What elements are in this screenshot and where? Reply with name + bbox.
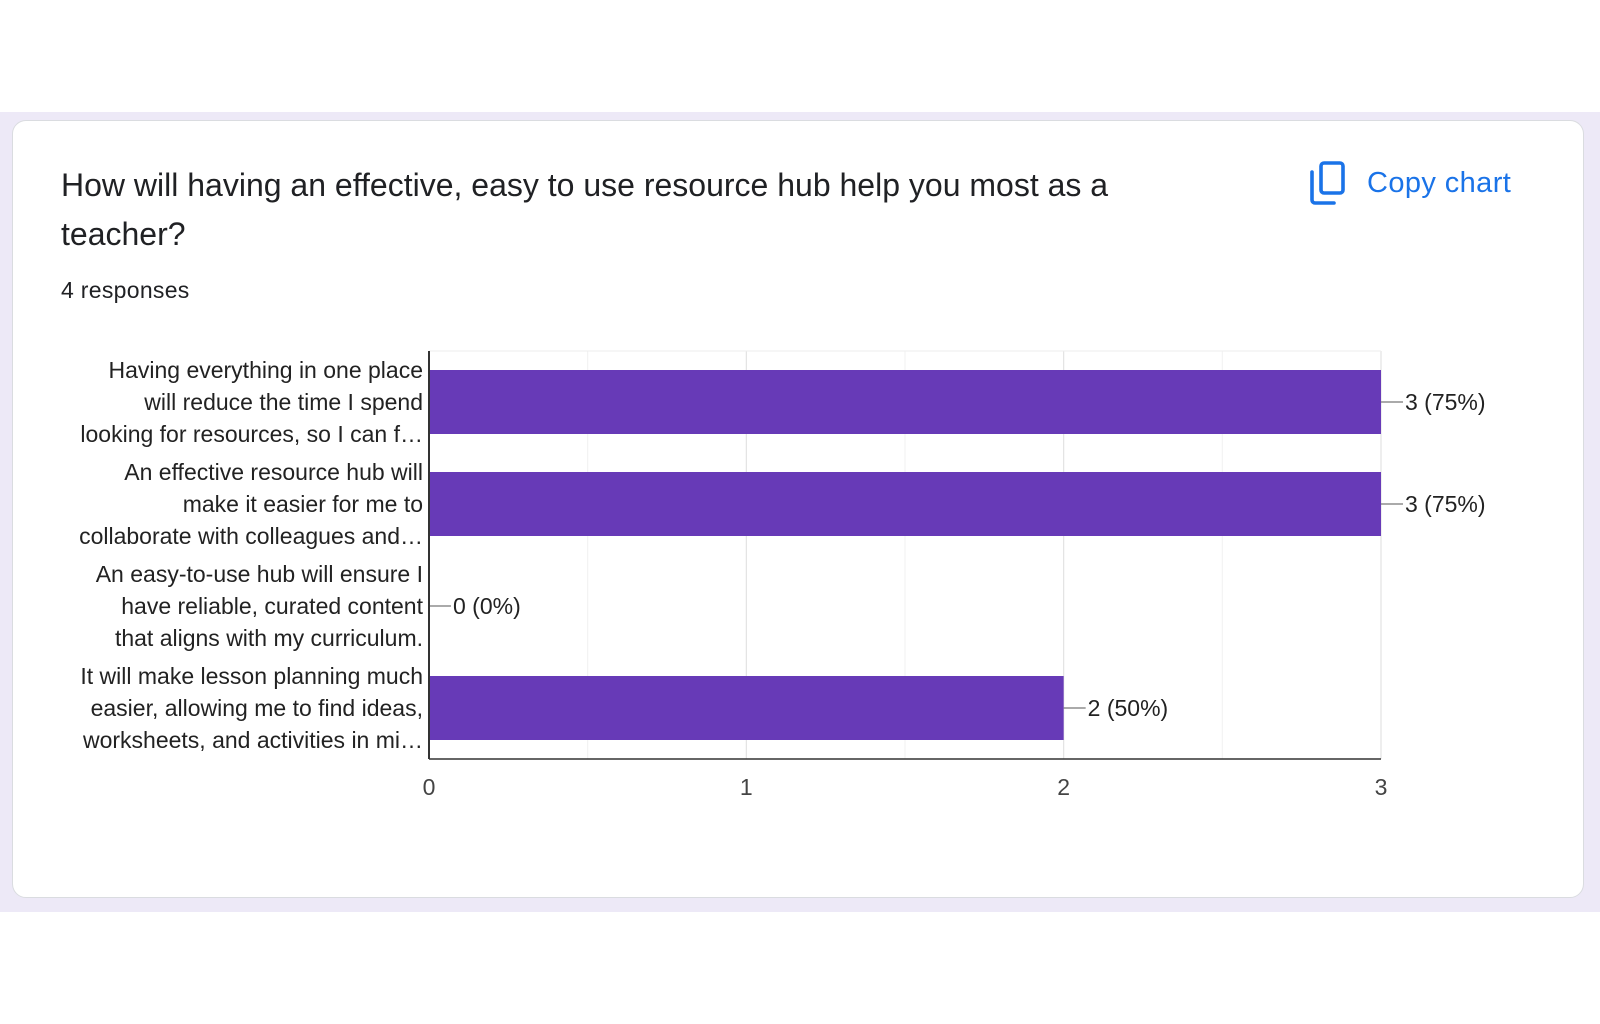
question-title: How will having an effective, easy to us…	[61, 167, 1109, 252]
category-label-line: easier, allowing me to find ideas,	[91, 695, 423, 721]
category-label-line: An easy-to-use hub will ensure I	[96, 561, 423, 587]
bar	[429, 370, 1381, 434]
category-label-line: that aligns with my curriculum.	[115, 625, 423, 651]
response-count: 4 responses	[61, 277, 190, 303]
chart-card: How will having an effective, easy to us…	[12, 120, 1584, 898]
x-tick-label: 1	[740, 774, 753, 800]
copy-icon	[1310, 161, 1345, 205]
data-label: 3 (75%)	[1405, 389, 1486, 415]
category-label-line: Having everything in one place	[108, 357, 423, 383]
bar-chart: 0 1 2 3 Having everything in one place will r…	[79, 350, 1486, 800]
category-label-line: An effective resource hub will	[124, 459, 423, 485]
data-label: 2 (50%)	[1088, 695, 1169, 721]
category-label-line: will reduce the time I spend	[143, 389, 423, 415]
copy-chart-label: Copy chart	[1367, 166, 1512, 199]
category-label-line: looking for resources, so I can f…	[80, 421, 423, 447]
x-tick-label: 3	[1375, 774, 1388, 800]
category-label-line: collaborate with colleagues and…	[79, 523, 423, 549]
x-tick-label: 2	[1057, 774, 1070, 800]
data-label: 3 (75%)	[1405, 491, 1486, 517]
data-label: 0 (0%)	[453, 593, 521, 619]
category-label-line: It will make lesson planning much	[80, 663, 423, 689]
copy-chart-button[interactable]: Copy chart	[1307, 159, 1511, 207]
bar	[429, 676, 1064, 740]
x-tick-label: 0	[423, 774, 436, 800]
category-label-line: have reliable, curated content	[121, 593, 423, 619]
category-label-line: worksheets, and activities in mi…	[82, 727, 423, 753]
bar	[429, 472, 1381, 536]
category-label-line: make it easier for me to	[183, 491, 423, 517]
